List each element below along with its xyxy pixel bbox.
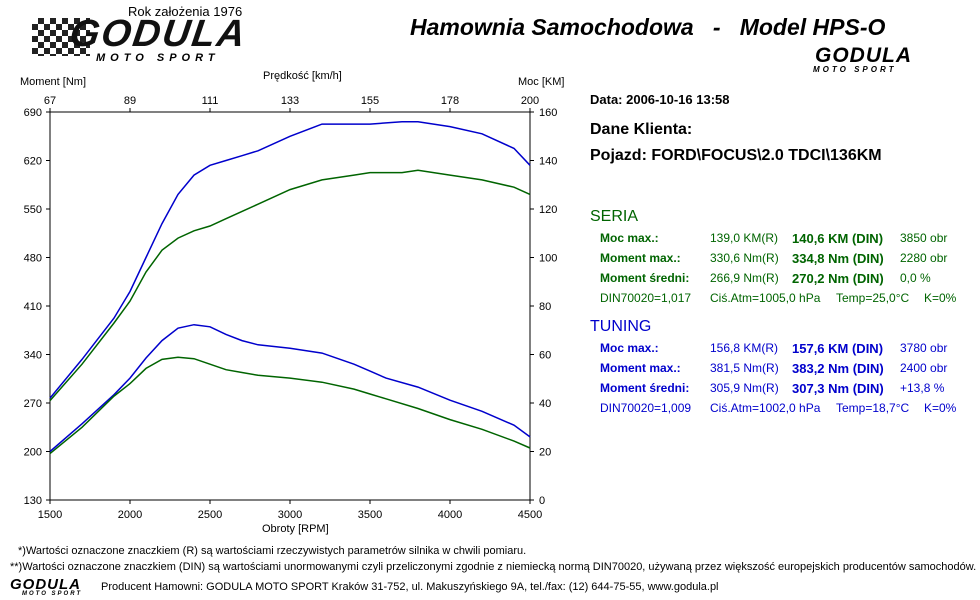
tuning-power-line xyxy=(49,120,531,399)
tuning-row-label: Moment max.: xyxy=(600,361,681,375)
top-tick-label: 133 xyxy=(281,95,299,107)
top-tick-label: 89 xyxy=(124,95,136,107)
tuning-row-label: Moment średni: xyxy=(600,381,690,395)
top-tick-label: 155 xyxy=(361,95,379,107)
y-left-tick-label: 130 xyxy=(24,495,42,507)
y-left-tick-label: 480 xyxy=(24,253,42,265)
footer-logo-sub: MOTO SPORT xyxy=(22,591,83,597)
seria-row-value-r: 330,6 Nm(R) xyxy=(710,251,779,265)
x-tick-label: 1500 xyxy=(38,509,62,521)
y-left-tick-label: 690 xyxy=(24,107,42,119)
seria-row-label: Moc max.: xyxy=(600,231,659,245)
founded-text: Rok założenia 1976 xyxy=(128,4,243,19)
tuning-row-value-r: 381,5 Nm(R) xyxy=(710,361,779,375)
x-axis-label: Obroty [RPM] xyxy=(262,523,329,535)
x-tick-label: 2500 xyxy=(198,509,222,521)
seria-row-label: Moment max.: xyxy=(600,251,681,265)
seria-power-line xyxy=(49,169,531,402)
seria-row-value-din: 270,2 Nm (DIN) xyxy=(792,271,884,286)
x-tick-label: 3500 xyxy=(358,509,382,521)
y-right-tick-label: 0 xyxy=(539,495,545,507)
y-left-axis-label: Moment [Nm] xyxy=(20,76,87,88)
test-date: Data: 2006-10-16 13:58 xyxy=(590,92,730,107)
client-label: Dane Klienta: xyxy=(590,121,693,138)
footer-logo: GODULA xyxy=(10,576,81,593)
producer-info: Producent Hamowni: GODULA MOTO SPORT Kra… xyxy=(101,581,719,593)
page-title: Hamownia Samochodowa - Model HPS-O xyxy=(410,14,886,40)
top-tick-label: 67 xyxy=(44,95,56,107)
seria-atm: Ciś.Atm=1005,0 hPa xyxy=(710,291,821,305)
seria-k: K=0% xyxy=(924,291,957,305)
seria-row-rpm: 3850 obr xyxy=(900,231,948,245)
y-left-tick-label: 410 xyxy=(24,301,42,313)
seria-row-value-din: 334,8 Nm (DIN) xyxy=(792,251,884,266)
y-left-tick-label: 620 xyxy=(24,156,42,168)
seria-row-rpm: 0,0 % xyxy=(900,271,931,285)
y-right-axis-label: Moc [KM] xyxy=(518,76,565,88)
seria-row-rpm: 2280 obr xyxy=(900,251,948,265)
tuning-heading: TUNING xyxy=(590,318,652,335)
checkered-flag-icon xyxy=(32,18,90,56)
top-axis-label: Prędkość [km/h] xyxy=(263,70,342,82)
top-tick-label: 111 xyxy=(202,95,219,107)
logo-sub: MOTO SPORT xyxy=(96,52,220,64)
top-tick-label: 178 xyxy=(441,95,459,107)
seria-din-factor: DIN70020=1,017 xyxy=(600,291,692,305)
y-left-tick-label: 340 xyxy=(24,350,42,362)
tuning-row-rpm: +13,8 % xyxy=(900,381,945,395)
y-right-tick-label: 140 xyxy=(539,156,557,168)
x-tick-label: 2000 xyxy=(118,509,142,521)
tuning-k: K=0% xyxy=(924,401,957,415)
y-right-tick-label: 160 xyxy=(539,107,557,119)
x-tick-label: 3000 xyxy=(278,509,302,521)
x-tick-label: 4500 xyxy=(518,509,542,521)
seria-heading: SERIA xyxy=(590,208,639,225)
seria-torque-line xyxy=(49,356,531,455)
y-right-tick-label: 40 xyxy=(539,398,551,410)
tuning-row-value-din: 383,2 Nm (DIN) xyxy=(792,361,884,376)
y-right-tick-label: 80 xyxy=(539,301,551,313)
tuning-row-label: Moc max.: xyxy=(600,341,659,355)
seria-temp: Temp=25,0°C xyxy=(836,291,910,305)
top-tick-label: 200 xyxy=(521,95,539,107)
y-left-tick-label: 270 xyxy=(24,398,42,410)
series-layer xyxy=(49,120,531,455)
tuning-row-value-din: 157,6 KM (DIN) xyxy=(792,341,884,356)
y-right-tick-label: 20 xyxy=(539,447,551,459)
y-right-tick-label: 100 xyxy=(539,253,557,265)
tuning-row-value-r: 305,9 Nm(R) xyxy=(710,381,779,395)
seria-row-value-r: 266,9 Nm(R) xyxy=(710,271,779,285)
y-right-tick-label: 120 xyxy=(539,204,557,216)
x-tick-label: 4000 xyxy=(438,509,462,521)
vehicle-info: Pojazd: FORD\FOCUS\2.0 TDCI\136KM xyxy=(590,147,882,164)
tuning-row-rpm: 2400 obr xyxy=(900,361,948,375)
tuning-temp: Temp=18,7°C xyxy=(836,401,910,415)
logo-small-sub: MOTO SPORT xyxy=(813,65,897,74)
seria-row-value-r: 139,0 KM(R) xyxy=(710,231,779,245)
tuning-row-value-din: 307,3 Nm (DIN) xyxy=(792,381,884,396)
tuning-row-rpm: 3780 obr xyxy=(900,341,948,355)
seria-row-label: Moment średni: xyxy=(600,271,690,285)
tuning-din-factor: DIN70020=1,009 xyxy=(600,401,692,415)
y-left-tick-label: 550 xyxy=(24,204,42,216)
y-left-tick-label: 200 xyxy=(24,447,42,459)
footnote-din: **)Wartości oznaczone znaczkiem (DIN) są… xyxy=(10,561,977,573)
seria-row-value-din: 140,6 KM (DIN) xyxy=(792,231,884,246)
logo-small: GODULA xyxy=(815,44,912,67)
tuning-row-value-r: 156,8 KM(R) xyxy=(710,341,779,355)
footnote-r: *)Wartości oznaczone znaczkiem (R) są wa… xyxy=(18,545,527,557)
tuning-atm: Ciś.Atm=1002,0 hPa xyxy=(710,401,821,415)
tuning-torque-line xyxy=(49,323,531,453)
y-right-tick-label: 60 xyxy=(539,350,551,362)
